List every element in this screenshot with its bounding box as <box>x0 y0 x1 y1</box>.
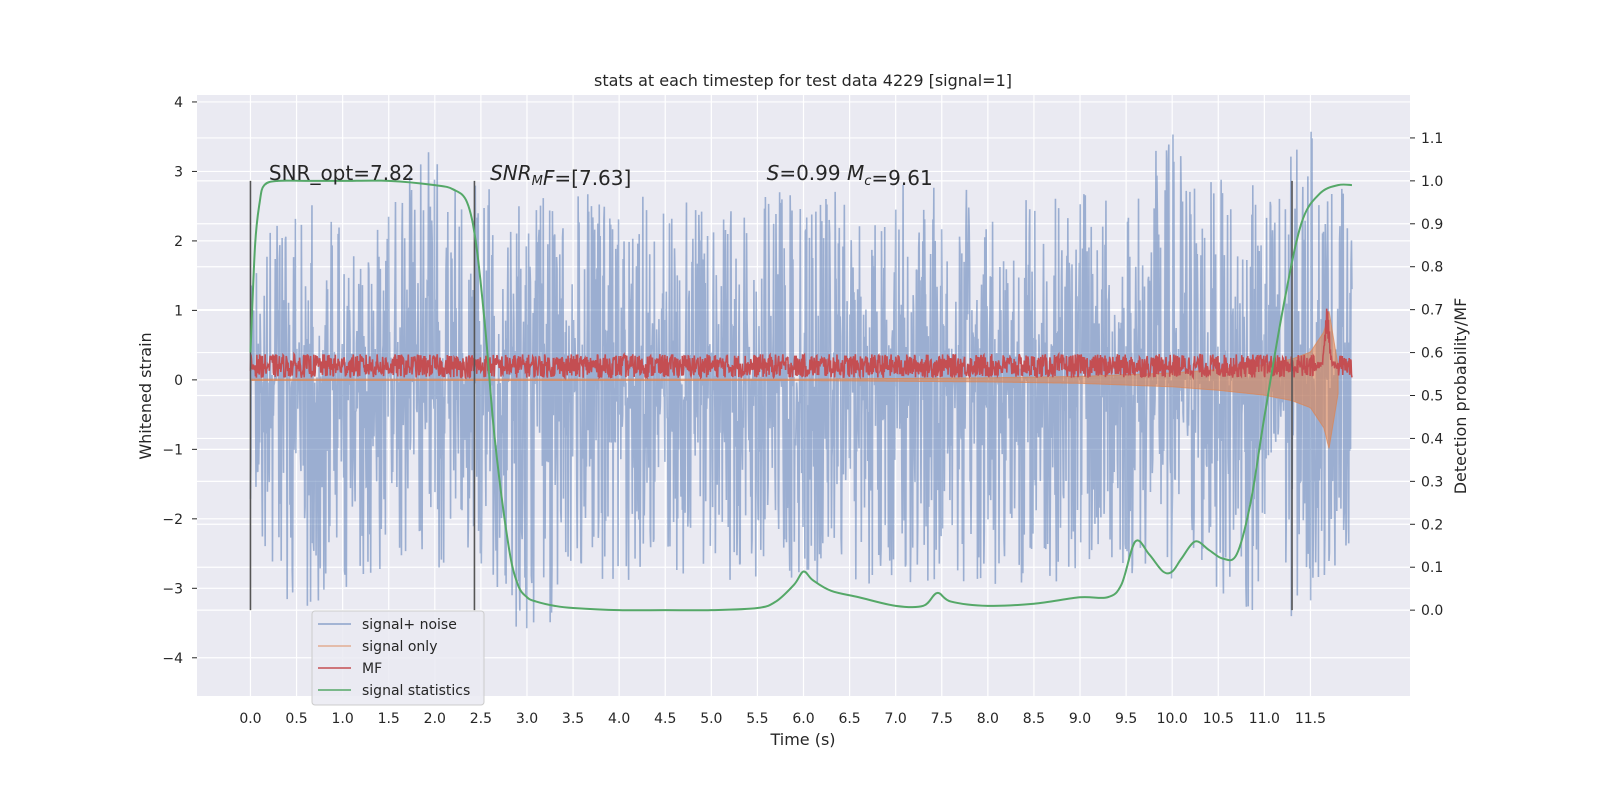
y-axis-right-label: Detection probability/MF <box>1451 298 1470 495</box>
chart-title: stats at each timestep for test data 422… <box>594 71 1012 90</box>
y-tick-label: 1 <box>174 303 183 319</box>
x-tick-label: 0.0 <box>239 711 261 727</box>
x-tick-label: 6.5 <box>838 711 860 727</box>
y-tick-label: 2 <box>174 234 183 250</box>
y-axis-right-ticks: 0.0 0.1 0.2 0.3 0.4 0.5 0.6 0.7 0.8 0.9 1.0 1.1 <box>1410 131 1443 619</box>
x-tick-label: 2.0 <box>424 711 446 727</box>
y-tick-label: −2 <box>162 512 183 528</box>
x-tick-label: 2.5 <box>470 711 492 727</box>
legend-label-signal-statistics: signal statistics <box>362 683 470 699</box>
series-signal-statistics <box>249 179 1352 612</box>
legend-box <box>311 610 485 706</box>
x-tick-label: 10.5 <box>1203 711 1234 727</box>
y-right-tick-label: 1.1 <box>1421 131 1443 147</box>
y-axis-ticks: −4 −3 −2 −1 0 1 2 3 4 <box>162 95 197 667</box>
y-axis-label: Whitened strain <box>136 332 155 459</box>
y-right-tick-label: 0.0 <box>1421 603 1443 619</box>
x-tick-label: 3.5 <box>562 711 584 727</box>
annotation-0: SNR_opt=7.82 <box>269 161 415 185</box>
series-signal-only <box>249 311 1339 449</box>
y-right-tick-label: 0.5 <box>1421 389 1443 405</box>
x-tick-label: 8.0 <box>977 711 999 727</box>
y-right-tick-label: 0.4 <box>1421 431 1443 447</box>
x-tick-label: 11.0 <box>1249 711 1280 727</box>
x-tick-label: 7.0 <box>885 711 907 727</box>
legend-label-mf: MF <box>362 661 382 677</box>
y-right-tick-label: 0.7 <box>1421 303 1443 319</box>
y-right-tick-label: 0.8 <box>1421 260 1443 276</box>
annotations: SNR_opt=7.82 SNRMF=[7.63] S=0.99 Mc=9.61 <box>269 161 933 190</box>
y-right-tick-label: 0.2 <box>1421 517 1443 533</box>
series-mf <box>249 308 1353 381</box>
y-tick-label: 0 <box>174 373 183 389</box>
x-tick-label: 7.5 <box>931 711 953 727</box>
annotation-2: S=0.99 Mc=9.61 <box>767 161 933 190</box>
mf-line <box>249 308 1353 381</box>
series-signal-noise <box>249 131 1353 629</box>
y-tick-label: −1 <box>162 442 183 458</box>
x-tick-label: 9.0 <box>1069 711 1091 727</box>
x-axis-label: Time (s) <box>769 730 835 749</box>
y-tick-label: 4 <box>174 95 183 111</box>
x-tick-label: 5.5 <box>746 711 768 727</box>
y-right-tick-label: 1.0 <box>1421 174 1443 190</box>
x-tick-label: 9.5 <box>1115 711 1137 727</box>
x-tick-label: 5.0 <box>700 711 722 727</box>
y-tick-label: −3 <box>162 581 183 597</box>
x-tick-label: 6.0 <box>792 711 814 727</box>
signal-only-band <box>249 311 1339 449</box>
y-tick-label: 3 <box>174 164 183 180</box>
x-tick-label: 11.5 <box>1295 711 1326 727</box>
x-tick-label: 8.5 <box>1023 711 1045 727</box>
vertical-markers <box>249 180 1293 611</box>
annotation-1: SNRMF=[7.63] <box>490 161 631 190</box>
x-tick-label: 3.0 <box>516 711 538 727</box>
legend-label-signal-noise: signal+ noise <box>362 617 457 633</box>
legend: signal+ noise signal only MF signal stat… <box>311 610 485 706</box>
y-right-tick-label: 0.3 <box>1421 474 1443 490</box>
x-tick-label: 4.0 <box>608 711 630 727</box>
y-right-tick-label: 0.9 <box>1421 217 1443 233</box>
legend-label-signal-only: signal only <box>362 639 437 655</box>
y-right-tick-label: 0.1 <box>1421 560 1443 576</box>
y-right-tick-label: 0.6 <box>1421 346 1443 362</box>
signal-noise-line <box>249 131 1353 629</box>
x-tick-label: 0.5 <box>285 711 307 727</box>
x-tick-label: 4.5 <box>654 711 676 727</box>
y-tick-label: −4 <box>162 651 183 667</box>
x-tick-label: 1.5 <box>378 711 400 727</box>
signal-statistics-line <box>249 179 1352 612</box>
x-axis-ticks: 0.0 0.5 1.0 1.5 2.0 2.5 3.0 3.5 4.0 4.5 5.0 5.5 6.0 6… <box>239 711 1326 727</box>
x-tick-label: 1.0 <box>332 711 354 727</box>
x-tick-label: 10.0 <box>1157 711 1188 727</box>
